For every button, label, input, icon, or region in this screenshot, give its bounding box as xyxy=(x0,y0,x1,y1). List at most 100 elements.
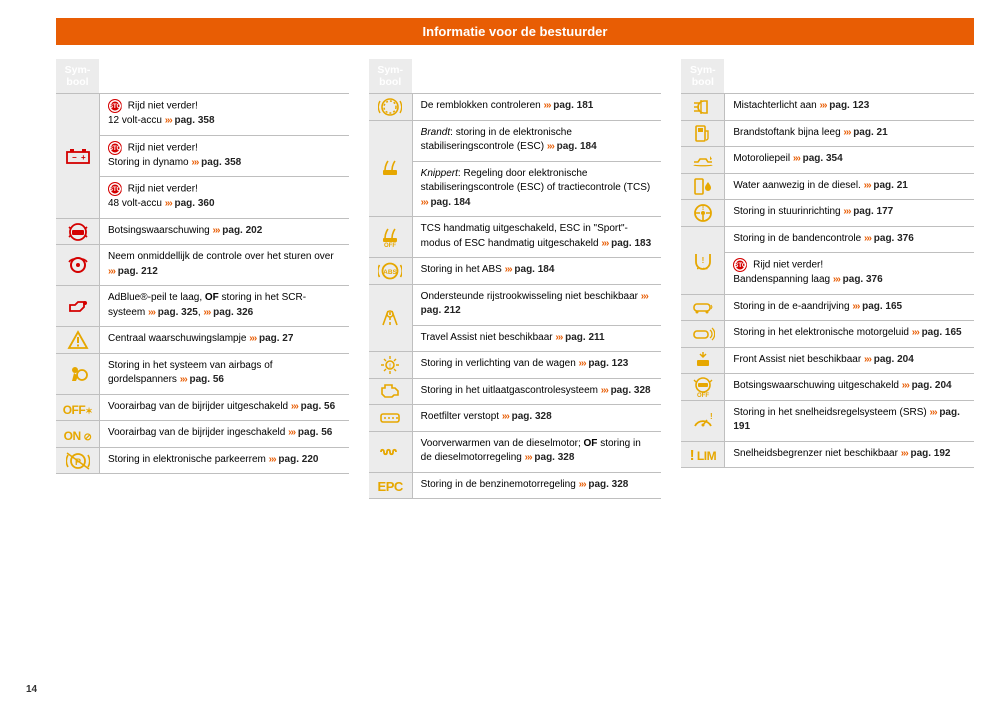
columns-wrap: Sym-boolBetekenis−+STOP Rijd niet verder… xyxy=(56,59,974,499)
page-ref-arrow: ››› xyxy=(502,411,509,422)
meaning-column: TCS handmatig uitgeschakeld, ESC in "Spo… xyxy=(413,217,662,257)
meaning-cell: Voorverwarmen van de dieselmotor; OF sto… xyxy=(413,432,662,472)
page-ref-arrow: ››› xyxy=(864,354,871,365)
svg-text:!: ! xyxy=(710,412,713,421)
meaning-cell: Storing in de benzinemotorregeling ››› p… xyxy=(413,473,662,499)
meaning-column: AdBlue®-peil te laag, OF storing in het … xyxy=(100,286,349,326)
page-ref: pag. 202 xyxy=(222,225,262,236)
page-ref: pag. 328 xyxy=(611,385,651,396)
symbol-cell xyxy=(681,321,725,347)
table-row: ABSStoring in het ABS ››› pag. 184 xyxy=(369,257,662,284)
symbol-cell: ABS xyxy=(369,258,413,284)
meaning-cell: Storing in de bandencontrole ››› pag. 37… xyxy=(725,227,974,253)
symbol-cell: ! LIM xyxy=(681,442,725,468)
page-ref: pag. 376 xyxy=(874,233,914,244)
page-ref-arrow: ››› xyxy=(108,266,115,277)
symbol-cell: −+ xyxy=(56,94,100,218)
page-ref: pag. 56 xyxy=(301,401,335,412)
page-ref-arrow: ››› xyxy=(901,448,908,459)
page-ref: pag. 27 xyxy=(259,333,293,344)
col-header-meaning: Betekenis xyxy=(413,59,662,93)
page-ref-arrow: ››› xyxy=(902,380,909,391)
symbol-cell xyxy=(681,147,725,173)
page-ref: pag. 165 xyxy=(922,327,962,338)
meaning-cell: Storing in het uitlaatgascontrolesys­tee… xyxy=(413,379,662,405)
table-row: Front Assist niet beschikbaar ››› pag. 2… xyxy=(681,347,974,374)
page-ref: pag. 123 xyxy=(588,358,628,369)
meaning-cell: De remblokken controleren ››› pag. 181 xyxy=(413,94,662,120)
symbol-cell: OFF✶ xyxy=(56,395,100,421)
page-ref-arrow: ››› xyxy=(843,206,850,217)
parking-brake-icon: P xyxy=(66,451,90,471)
page-ref-arrow: ››› xyxy=(579,479,586,490)
page-ref-arrow: ››› xyxy=(203,307,210,318)
meaning-column: STOP Rijd niet verder!12 volt-accu ››› p… xyxy=(100,94,349,218)
page-ref-arrow: ››› xyxy=(249,333,256,344)
meaning-cell: Brandstoftank bijna leeg ››› pag. 21 xyxy=(725,121,974,147)
page-ref: pag. 184 xyxy=(514,264,554,275)
meaning-cell: AdBlue®-peil te laag, OF storing in het … xyxy=(100,286,349,326)
manual-page: Informatie voor de bestuurder Sym-boolBe… xyxy=(0,0,1004,709)
meaning-cell: Snelheidsbegrenzer niet beschikbaar ››› … xyxy=(725,442,974,468)
symbol-cell xyxy=(369,121,413,217)
meaning-cell: Storing in elektronische parkeerrem ››› … xyxy=(100,448,349,474)
meaning-cell: Storing in stuurinrichting ››› pag. 177 xyxy=(725,200,974,226)
brake-pads-icon xyxy=(378,97,402,117)
column-2: Sym-boolBetekenisDe remblokken controler… xyxy=(369,59,662,499)
meaning-cell: Water aanwezig in de diesel. ››› pag. 21 xyxy=(725,174,974,200)
table-header: Sym-boolBetekenis xyxy=(369,59,662,93)
meaning-column: Storing in het systeem van airbags of go… xyxy=(100,354,349,394)
page-ref-arrow: ››› xyxy=(525,452,532,463)
meaning-column: Water aanwezig in de diesel. ››› pag. 21 xyxy=(725,174,974,200)
meaning-cell: Storing in het elektronische motorgeluid… xyxy=(725,321,974,347)
page-ref-arrow: ››› xyxy=(165,115,172,126)
page-ref: pag. 211 xyxy=(565,332,604,343)
meaning-column: Centraal waarschuwingslampje ››› pag. 27 xyxy=(100,327,349,353)
page-ref: pag. 183 xyxy=(611,238,651,249)
table-row: ! LIMSnelheidsbegrenzer niet beschikbaar… xyxy=(681,441,974,469)
table-row: Botsingswaarschuwing ››› pag. 202 xyxy=(56,218,349,245)
column-3: Sym-boolBetekenisMistachterlicht aan ›››… xyxy=(681,59,974,499)
symbol-cell xyxy=(369,405,413,431)
page-ref: pag. 376 xyxy=(843,274,883,285)
page-ref: pag. 360 xyxy=(174,198,214,209)
page-ref-arrow: ››› xyxy=(833,274,840,285)
meaning-cell: Neem onmiddellijk de controle over het s… xyxy=(100,245,349,285)
table-row: Ondersteunde rijstrookwisseling niet bes… xyxy=(369,284,662,352)
page-ref: pag. 328 xyxy=(512,411,552,422)
col-header-meaning: Betekenis xyxy=(100,59,349,93)
symbol-cell xyxy=(56,354,100,394)
symbol-cell: ! xyxy=(681,401,725,441)
table-row: Neem onmiddellijk de controle over het s… xyxy=(56,244,349,285)
page-ref: pag. 191 xyxy=(733,407,960,433)
table-row: !Storing in verlichting van de wagen ›››… xyxy=(369,351,662,378)
meaning-cell: Roetfilter verstopt ››› pag. 328 xyxy=(413,405,662,431)
page-ref-arrow: ››› xyxy=(601,385,608,396)
page-ref: pag. 358 xyxy=(201,157,241,168)
table-row: !Storing in stuurinrichting ››› pag. 177 xyxy=(681,199,974,226)
symbol-cell xyxy=(681,295,725,321)
column-1: Sym-boolBetekenis−+STOP Rijd niet verder… xyxy=(56,59,349,499)
meaning-column: Botsingswaarschuwing uitgeschakeld ››› p… xyxy=(725,374,974,400)
symbol-cell xyxy=(681,94,725,120)
svg-text:−: − xyxy=(72,153,77,162)
adblue-icon xyxy=(67,297,89,315)
page-ref: pag. 212 xyxy=(421,305,461,316)
page-ref: pag. 328 xyxy=(534,452,574,463)
meaning-cell: Voorairbag van de bijrijder ingeschakeld… xyxy=(100,421,349,447)
table-row: OFFTCS handmatig uitgeschakeld, ESC in "… xyxy=(369,216,662,257)
off-airbag-icon: OFF✶ xyxy=(63,399,93,417)
symbol-cell: ON ⊘ xyxy=(56,421,100,447)
cruise-fault-icon: ! xyxy=(692,411,714,431)
abs-icon: ABS xyxy=(378,261,402,281)
page-ref-arrow: ››› xyxy=(864,180,871,191)
page-ref: pag. 21 xyxy=(873,180,907,191)
page-ref-arrow: ››› xyxy=(148,307,155,318)
stop-icon: STOP xyxy=(108,182,122,196)
meaning-column: Storing in de bandencontrole ››› pag. 37… xyxy=(725,227,974,294)
page-ref-arrow: ››› xyxy=(912,327,919,338)
page-title: Informatie voor de bestuurder xyxy=(56,18,974,45)
symbol-cell xyxy=(369,94,413,120)
svg-text:+: + xyxy=(81,153,86,162)
table-row: Storing in het uitlaatgascontrolesys­tee… xyxy=(369,378,662,405)
